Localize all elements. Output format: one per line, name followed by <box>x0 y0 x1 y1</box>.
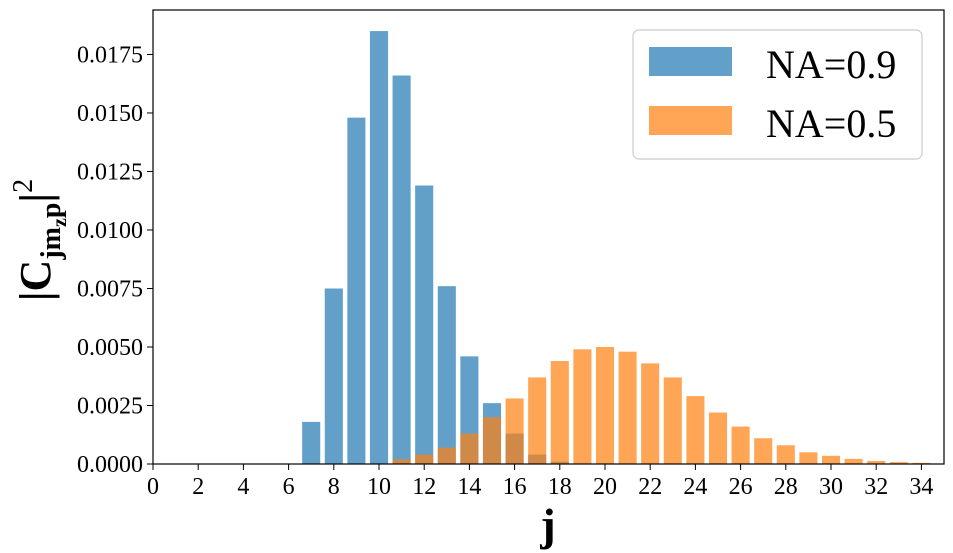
bar-na-0.5-j16 <box>505 398 524 464</box>
x-tick-label: 8 <box>328 474 340 500</box>
y-axis-label: |Cjmzp|2 <box>8 179 71 301</box>
legend-swatch-na-0.5 <box>649 106 732 135</box>
x-tick-label: 26 <box>729 474 753 500</box>
x-tick-label: 0 <box>147 474 159 500</box>
bar-na-0.5-j11 <box>392 459 411 464</box>
bar-na-0.5-j14 <box>460 433 479 464</box>
bar-na-0.9-j13 <box>437 286 456 464</box>
y-axis-ticks: 0.0000 0.0025 0.0050 0.0075 0.0100 0.0125 0.01… <box>77 42 153 478</box>
y-tick-label: 0.0000 <box>77 452 143 478</box>
x-tick-label: 6 <box>283 474 295 500</box>
bar-na-0.5-j32 <box>867 460 886 464</box>
x-tick-label: 24 <box>683 474 707 500</box>
x-tick-label: 12 <box>412 474 436 500</box>
bar-na-0.5-j12 <box>415 454 434 464</box>
x-tick-label: 16 <box>503 474 527 500</box>
y-axis-label-close: | <box>11 193 60 203</box>
bar-na-0.5-j33 <box>889 462 908 464</box>
x-tick-label: 34 <box>909 474 933 500</box>
y-tick-label: 0.0150 <box>77 101 143 127</box>
x-tick-label: 4 <box>237 474 249 500</box>
y-tick-label: 0.0075 <box>77 276 143 302</box>
bars-layer <box>302 31 931 465</box>
x-tick-label: 32 <box>864 474 888 500</box>
bar-na-0.5-j15 <box>482 417 502 464</box>
x-tick-label: 22 <box>638 474 662 500</box>
legend-label-na-0.5: NA=0.5 <box>766 101 896 146</box>
bar-na-0.5-j27 <box>754 438 773 464</box>
x-tick-label: 20 <box>593 474 617 500</box>
bar-na-0.9-j11 <box>392 75 411 465</box>
y-axis-label-subscript: jm <box>36 227 67 261</box>
bar-na-0.5-j29 <box>799 452 818 464</box>
x-tick-label: 18 <box>548 474 572 500</box>
bar-na-0.5-j13 <box>437 447 456 464</box>
y-axis-label-subsubscript: z <box>49 218 71 227</box>
bar-na-0.5-j31 <box>844 458 863 464</box>
x-tick-label: 30 <box>819 474 843 500</box>
y-tick-label: 0.0175 <box>77 42 143 68</box>
y-tick-label: 0.0050 <box>77 335 143 361</box>
y-axis-label-subscript2: p <box>36 203 67 219</box>
x-tick-label: 28 <box>774 474 798 500</box>
bar-na-0.5-j28 <box>776 445 795 464</box>
bar-na-0.5-j24 <box>686 396 705 464</box>
bar-na-0.5-j25 <box>708 412 728 464</box>
bar-na-0.5-j20 <box>595 346 615 464</box>
legend-label-na-0.9: NA=0.9 <box>766 42 896 87</box>
x-tick-label: 14 <box>457 474 481 500</box>
bar-na-0.9-j12 <box>415 185 434 465</box>
bar-na-0.5-j19 <box>573 349 592 464</box>
bar-na-0.5-j26 <box>731 426 750 464</box>
bar-na-0.5-j23 <box>663 377 682 464</box>
x-axis-ticks: 0 2 4 6 8 10 12 14 16 18 20 22 24 26 28 30 32 34 <box>147 464 933 500</box>
y-axis-label-superscript: 2 <box>8 179 39 193</box>
y-axis-label-base: |C <box>11 260 60 301</box>
bar-na-0.9-j7 <box>302 421 321 464</box>
plot-frame <box>152 9 945 465</box>
y-tick-label: 0.0125 <box>77 159 143 185</box>
legend-swatch-na-0.9 <box>649 47 732 76</box>
bar-na-0.5-j18 <box>550 361 569 464</box>
bar-na-0.5-j22 <box>641 363 660 464</box>
bar-na-0.9-j10 <box>369 31 389 464</box>
x-axis-label: j <box>539 499 555 550</box>
x-tick-label: 10 <box>367 474 391 500</box>
y-tick-label: 0.0025 <box>77 393 143 419</box>
legend: NA=0.9 NA=0.5 <box>632 29 923 160</box>
x-tick-label: 2 <box>192 474 204 500</box>
bar-na-0.5-j30 <box>821 455 841 464</box>
y-tick-label: 0.0100 <box>77 218 143 244</box>
bar-na-0.5-j21 <box>618 351 637 464</box>
bar-na-0.9-j8 <box>324 288 343 464</box>
bar-na-0.5-j17 <box>528 377 547 464</box>
bar-na-0.9-j9 <box>347 117 366 465</box>
